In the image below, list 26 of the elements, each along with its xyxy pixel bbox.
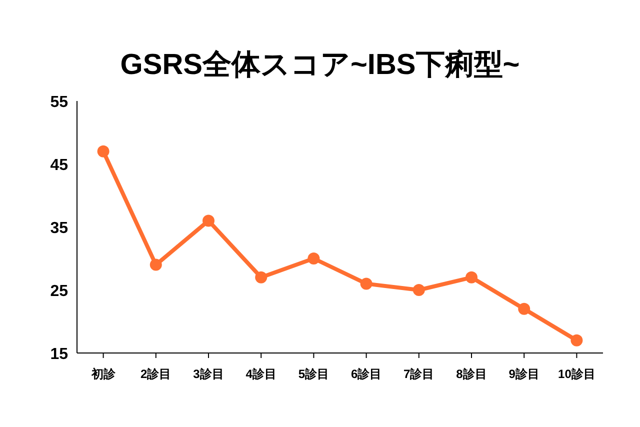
- point: [308, 252, 320, 264]
- point: [412, 284, 425, 296]
- y-tick-label: 55: [50, 94, 68, 111]
- y-tick-label: 25: [50, 283, 68, 300]
- x-tick-label: 7診目: [404, 367, 434, 381]
- x-tick-label: 4診目: [246, 367, 276, 381]
- x-tick-label: 初診: [90, 367, 116, 381]
- point: [518, 302, 530, 315]
- x-tick-label: 10診目: [558, 367, 596, 381]
- y-tick-label: 35: [50, 220, 68, 237]
- point: [360, 278, 372, 290]
- y-tick-label: 15: [50, 346, 68, 363]
- title: GSRS全体スコア~IBS下痢型~: [120, 49, 520, 81]
- x-tick-label: 2診目: [140, 367, 172, 381]
- x-tick-label: 9診目: [508, 367, 540, 381]
- x-tick-label: 5診目: [298, 367, 330, 381]
- point: [202, 214, 214, 227]
- point: [570, 334, 583, 346]
- x-tick-label: 3診目: [193, 367, 224, 381]
- x-tick-label: 8診目: [456, 367, 487, 381]
- point: [255, 271, 268, 284]
- point: [466, 271, 478, 284]
- point: [97, 145, 110, 158]
- x-tick-label: 6診目: [350, 367, 382, 381]
- y-tick-label: 45: [50, 157, 68, 174]
- point: [150, 258, 162, 271]
